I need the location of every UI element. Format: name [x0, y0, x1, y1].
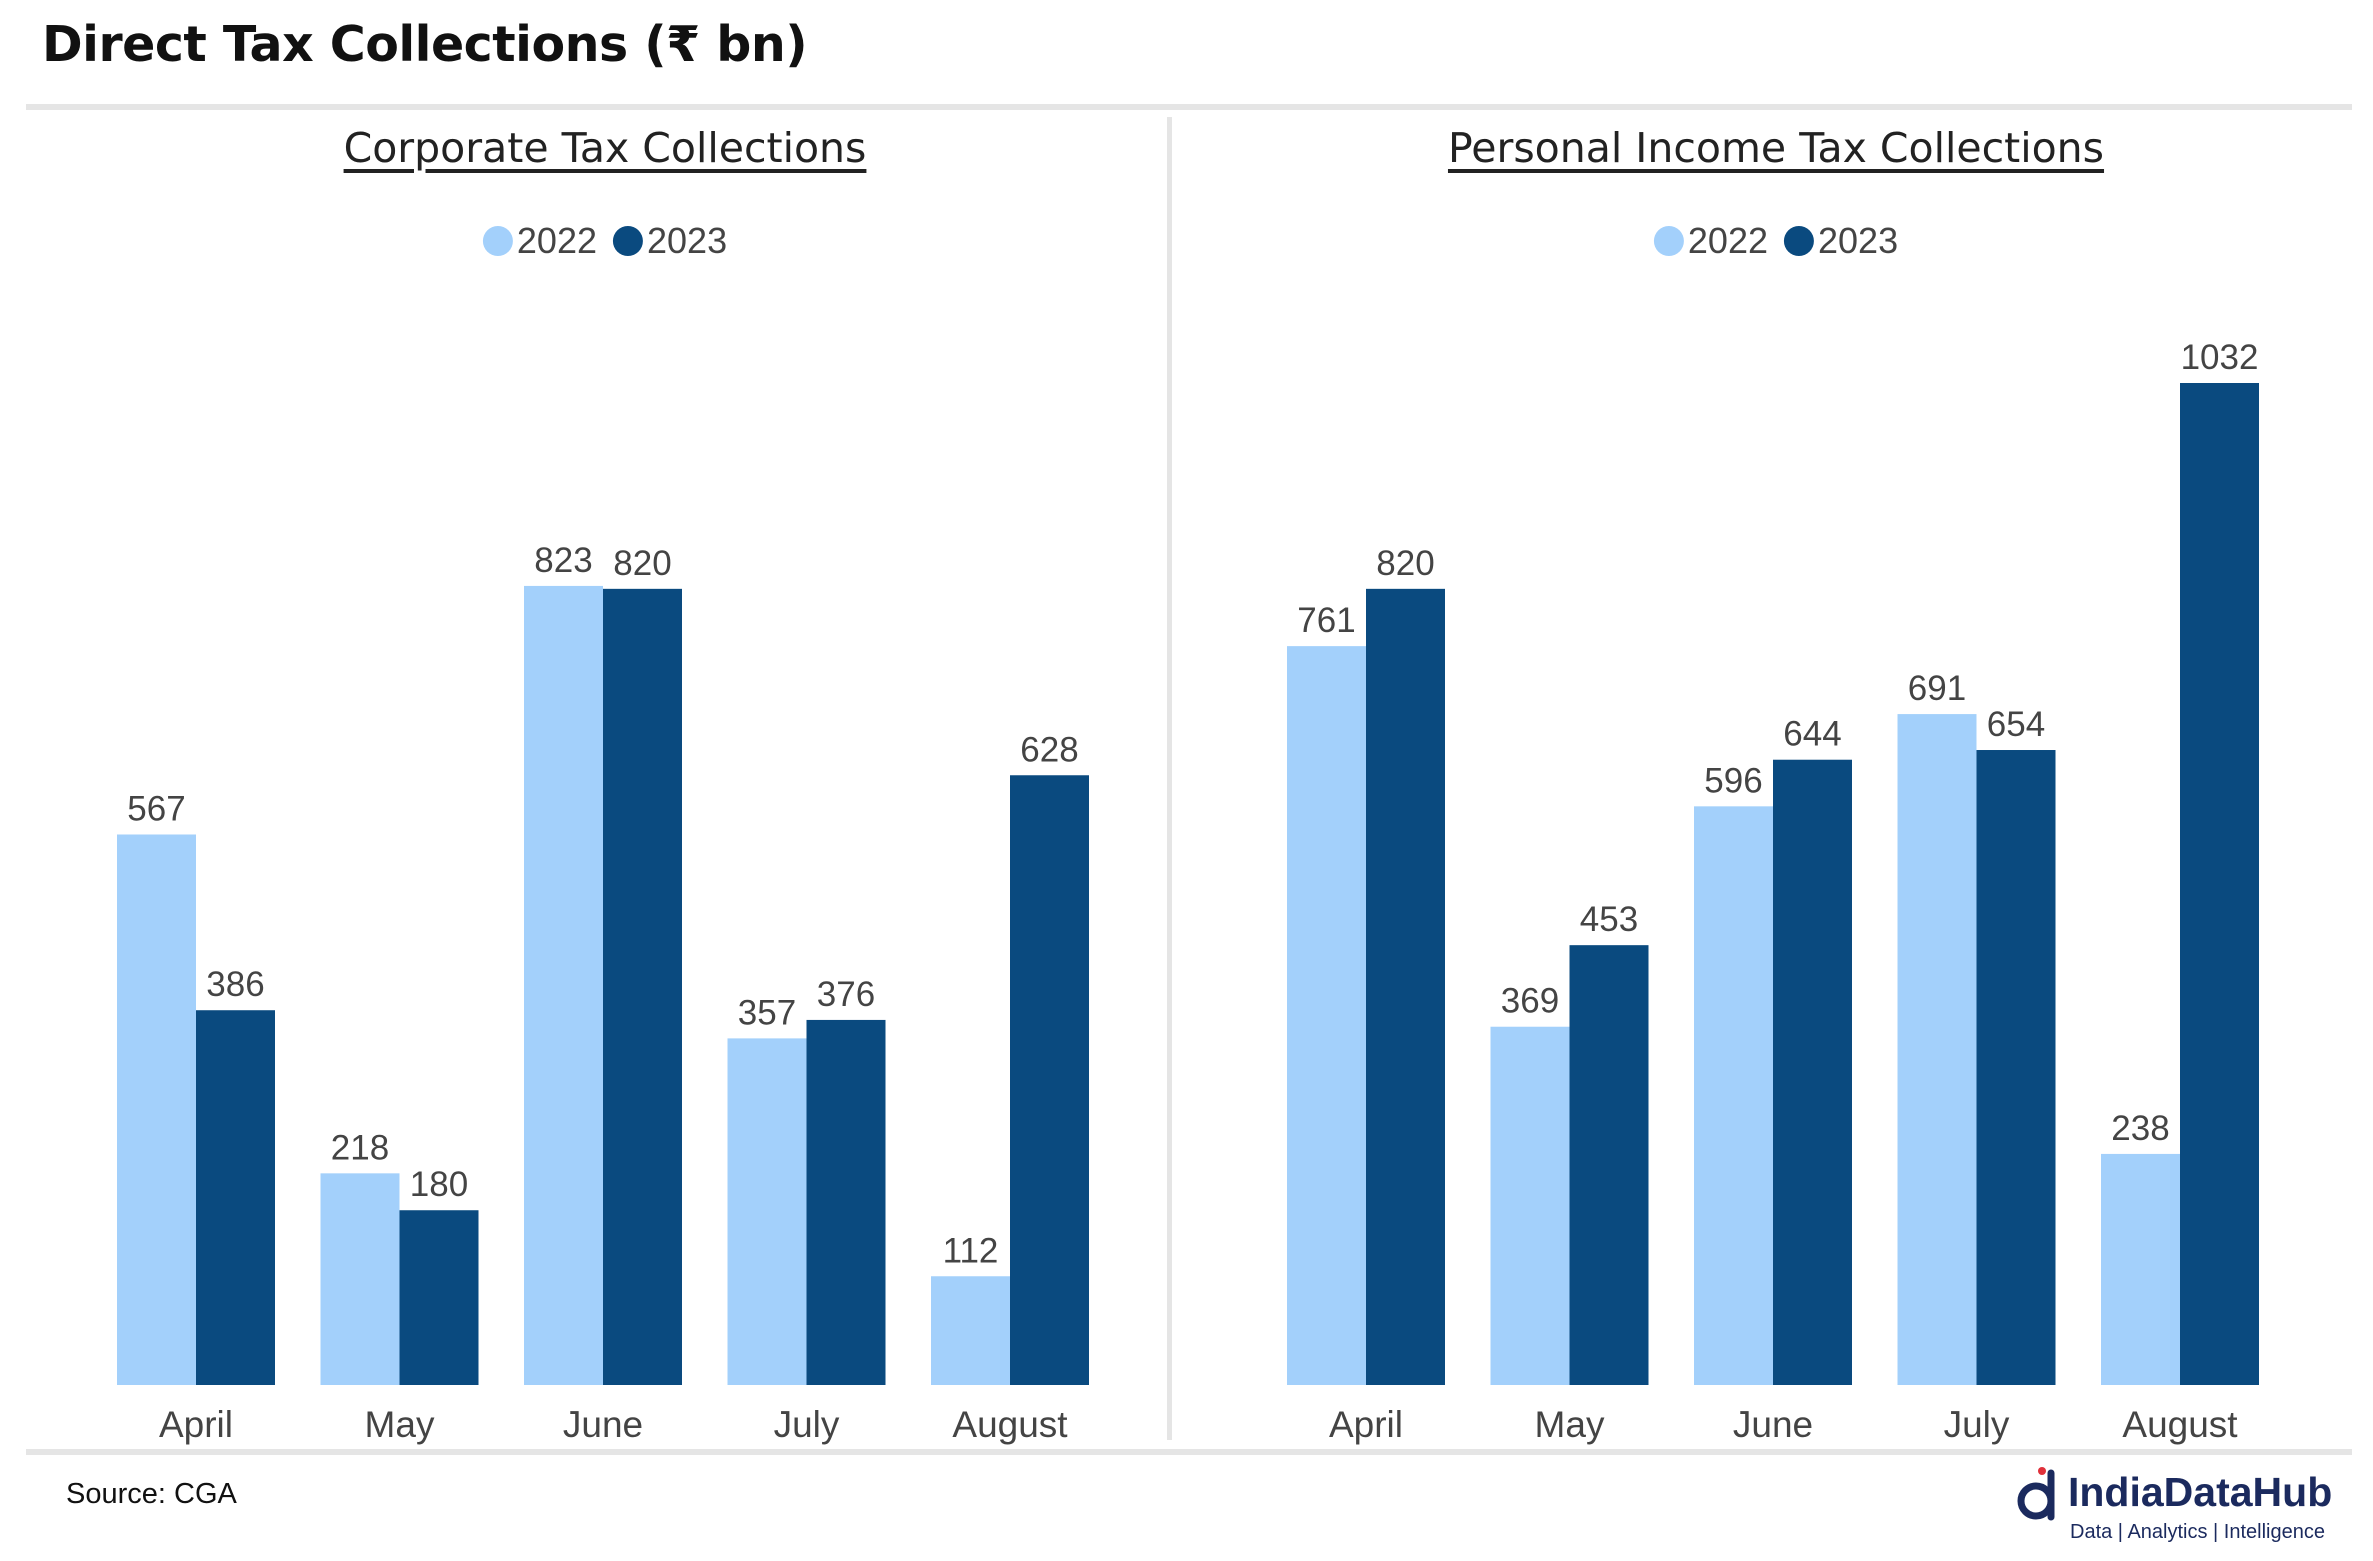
bar-2023-july [806, 1019, 886, 1385]
bar-value-label-2022-may: 369 [1501, 982, 1559, 1021]
x-tick-label-april: April [1329, 1404, 1403, 1445]
bar-2022-june [1694, 806, 1773, 1385]
x-tick-label-august: August [952, 1404, 1068, 1445]
bar-2023-june [1773, 759, 1852, 1385]
bar-value-label-2023-july: 654 [1987, 705, 2045, 744]
legend-swatch-2022 [482, 226, 513, 256]
bar-2022-may [1490, 1026, 1570, 1385]
bar-2022-july [1897, 714, 1977, 1385]
corporate-chart-title: Corporate Tax Collections [343, 124, 867, 172]
x-tick-label-july: July [774, 1404, 840, 1445]
x-tick-label-june: June [563, 1404, 643, 1445]
bar-2022-may [320, 1173, 400, 1385]
panel-divider [1167, 117, 1172, 1440]
bar-value-label-2023-may: 453 [1580, 900, 1638, 939]
x-tick-label-may: May [365, 1404, 435, 1445]
bar-2023-august [2180, 383, 2259, 1385]
bar-value-label-2022-august: 112 [943, 1231, 999, 1270]
personal-income-chart-title: Personal Income Tax Collections [1447, 124, 2105, 172]
bar-value-label-2022-august: 238 [2111, 1109, 2169, 1148]
logo-name: IndiaDataHub [2068, 1469, 2333, 1515]
legend-label-2022: 2022 [1687, 220, 1768, 261]
legend-item-2022: 2022 [482, 220, 597, 262]
x-tick-label-august: August [2122, 1404, 2238, 1445]
bar-value-label-2022-june: 596 [1704, 761, 1762, 800]
bar-value-label-2022-may: 218 [331, 1128, 389, 1167]
bar-value-label-2022-april: 567 [127, 789, 185, 828]
bar-value-label-2023-june: 644 [1783, 715, 1841, 754]
bar-value-label-2023-august: 628 [1020, 730, 1078, 769]
legend-swatch-2023 [1784, 226, 1814, 256]
legend-swatch-2023 [613, 226, 643, 256]
bar-2022-june [524, 585, 603, 1385]
x-tick-label-june: June [1733, 1404, 1813, 1445]
top-rule [26, 104, 2352, 110]
legend-label-2023: 2023 [647, 220, 728, 261]
bar-2023-august [1010, 775, 1089, 1385]
bar-2023-april [196, 1010, 275, 1385]
bar-value-label-2023-april: 386 [206, 965, 264, 1004]
x-tick-label-may: May [1535, 1404, 1605, 1445]
logo-mark-icon [2017, 1467, 2055, 1521]
bar-2023-may [1569, 945, 1649, 1385]
personal-income-chart-legend: 2022 2023 [1646, 220, 1906, 262]
bar-2023-may [399, 1210, 479, 1385]
legend-label-2023: 2023 [1818, 220, 1899, 261]
bar-2022-july [727, 1038, 807, 1385]
bar-value-label-2023-june: 820 [613, 544, 671, 583]
bar-2022-august [931, 1276, 1010, 1385]
bar-2023-june [603, 588, 682, 1385]
legend-item-2023: 2023 [613, 220, 727, 262]
bar-value-label-2023-may: 180 [410, 1165, 468, 1204]
bar-value-label-2022-june: 823 [534, 541, 592, 580]
logo-tagline: Data | Analytics | Intelligence [2070, 1521, 2325, 1543]
bar-value-label-2023-april: 820 [1376, 544, 1434, 583]
indiadatahub-logo: IndiaDataHub Data | Analytics | Intellig… [2016, 1465, 2356, 1555]
bar-value-label-2022-july: 691 [1908, 669, 1966, 708]
bar-2023-july [1976, 750, 2056, 1385]
bar-value-label-2022-july: 357 [738, 993, 796, 1032]
bar-value-label-2023-july: 376 [817, 975, 875, 1014]
bar-value-label-2023-august: 1032 [2181, 338, 2259, 377]
x-tick-label-april: April [159, 1404, 233, 1445]
bottom-rule [26, 1449, 2352, 1455]
bar-2022-april [117, 834, 196, 1385]
legend-swatch-2022 [1653, 226, 1684, 256]
page-title: Direct Tax Collections (₹ bn) [42, 16, 808, 73]
x-tick-label-july: July [1944, 1404, 2010, 1445]
bar-value-label-2022-april: 761 [1297, 601, 1355, 640]
legend-item-2022: 2022 [1653, 220, 1768, 262]
source-note: Source: CGA [66, 1478, 237, 1510]
legend-item-2023: 2023 [1784, 220, 1898, 262]
bar-2022-august [2101, 1153, 2180, 1385]
corporate-chart-legend: 2022 2023 [475, 220, 735, 262]
legend-label-2022: 2022 [516, 220, 597, 261]
bar-2023-april [1366, 588, 1445, 1385]
bar-2022-april [1287, 646, 1366, 1385]
